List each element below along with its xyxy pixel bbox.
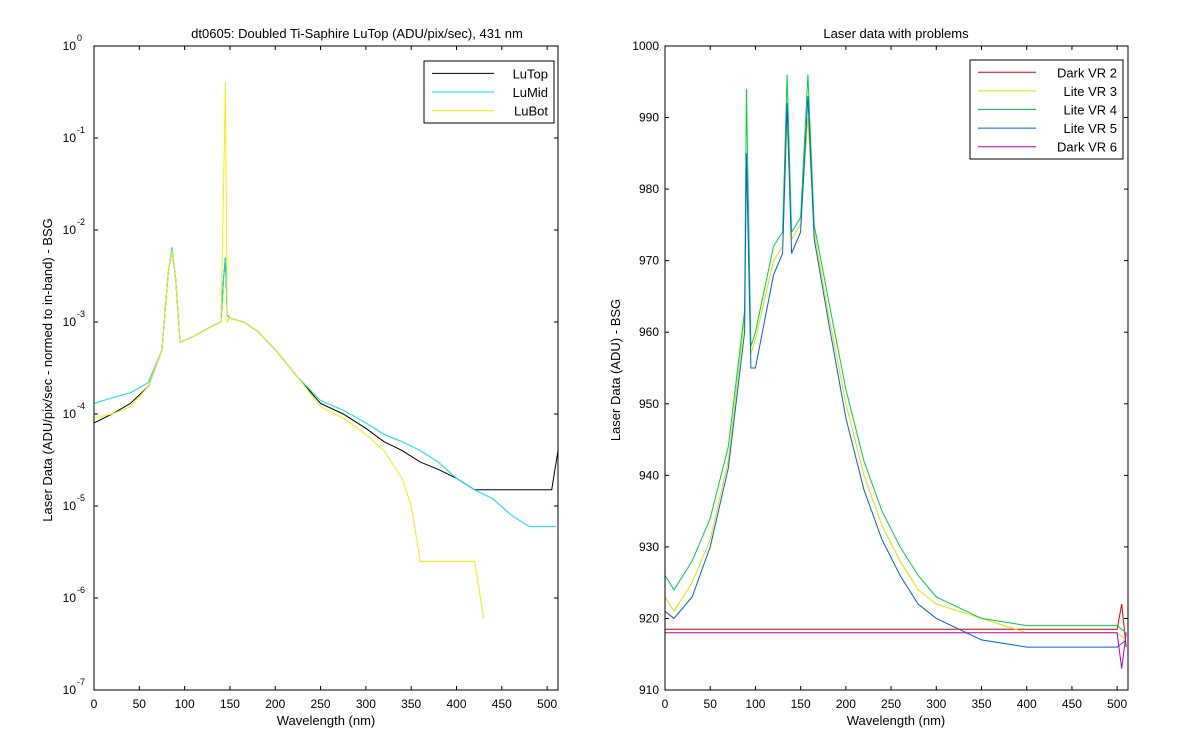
- chart-left-xtick-label: 200: [265, 697, 285, 711]
- chart-right-xtick-label: 50: [704, 697, 718, 711]
- chart-left-ytick-label-base: 10: [63, 39, 77, 53]
- chart-left-xlabel: Wavelength (nm): [277, 713, 376, 728]
- chart-right-ytick-label: 940: [639, 468, 659, 482]
- chart-left-xtick-label: 0: [91, 697, 98, 711]
- chart-right-legend-item: Lite VR 4: [978, 103, 1117, 118]
- chart-left-ylabel: Laser Data (ADU/pix/sec - normed to in-b…: [40, 218, 55, 521]
- chart-left-ytick-label: 10-7: [63, 677, 85, 697]
- chart-right-xtick-label: 0: [662, 697, 669, 711]
- chart-right-legend-label: Lite VR 5: [1064, 121, 1117, 136]
- chart-right-legend-label: Lite VR 3: [1064, 84, 1117, 99]
- chart-right-ytick-label: 910: [639, 683, 659, 697]
- chart-left-legend-item: LuBot: [432, 104, 548, 119]
- chart-right-ytick-label: 950: [639, 397, 659, 411]
- chart-left-xtick-label: 350: [401, 697, 421, 711]
- chart-left-plot-frame: [93, 45, 559, 691]
- chart-left-ytick-label-exp: -2: [77, 217, 85, 227]
- chart-right-series-dark-vr-6: [665, 632, 1127, 669]
- chart-right-legend-label: Dark VR 2: [1057, 65, 1117, 80]
- chart-left-xtick-label: 400: [446, 697, 466, 711]
- chart-left-series-group: [93, 82, 559, 619]
- chart-left-ytick-label-base: 10: [63, 499, 77, 513]
- chart-left-ytick-label: 10-6: [63, 585, 85, 605]
- chart-right-title: Laser data with problems: [823, 26, 969, 41]
- chart-left-ytick-label: 10-3: [63, 309, 85, 329]
- chart-right-series-group: [664, 74, 1127, 669]
- chart-left-xtick-label: 300: [356, 697, 376, 711]
- chart-right-ticks: 0 50 100 150 200 250 300 350 400 450 500 910 920 930 9…: [632, 39, 1128, 711]
- chart-left-ticks: 0 50 100 150 200 250 300 350 400 450 50010010-110-…: [63, 33, 558, 711]
- chart-left-legend-label: LuMid: [513, 85, 548, 100]
- chart-right-legend-label: Dark VR 6: [1057, 140, 1117, 155]
- chart-left-ytick-label-exp: -7: [77, 677, 85, 687]
- chart-right-legend: Dark VR 2 Lite VR 3 Lite VR 4 Lite VR 5 Dark…: [969, 59, 1124, 160]
- chart-left-xtick-label: 150: [220, 697, 240, 711]
- chart-left-ytick-label: 10-4: [63, 401, 85, 421]
- chart-right-series-lite-vr-5: [664, 96, 1127, 648]
- chart-left-ytick-label-base: 10: [63, 591, 77, 605]
- chart-right-ylabel: Laser Data (ADU) - BSG: [608, 299, 623, 441]
- chart-right-xtick-label: 200: [836, 697, 856, 711]
- chart-right-ytick-label: 990: [639, 111, 659, 125]
- chart-left-xtick-label: 250: [311, 697, 331, 711]
- chart-left-legend-item: LuMid: [432, 85, 548, 100]
- chart-left-ytick-label-base: 10: [63, 683, 77, 697]
- chart-left: dt0605: Doubled Ti-Saphire LuTop (ADU/pi…: [40, 26, 559, 728]
- chart-left-ytick-label-exp: 0: [77, 33, 82, 43]
- chart-right-series-lite-vr-4: [664, 74, 1127, 634]
- chart-left-ytick-label-exp: -4: [77, 401, 85, 411]
- chart-right-xtick-label: 250: [881, 697, 901, 711]
- chart-left-legend-label: LuTop: [513, 66, 548, 81]
- chart-left-ytick-label: 10-1: [63, 125, 85, 145]
- chart-right-xtick-label: 100: [745, 697, 765, 711]
- chart-left-xtick-label: 50: [133, 697, 147, 711]
- chart-left-ytick-label-base: 10: [63, 315, 77, 329]
- chart-right-legend-item: Lite VR 5: [978, 121, 1117, 136]
- chart-right-legend-label: Lite VR 4: [1064, 103, 1117, 118]
- chart-left-ytick-label: 10-2: [63, 217, 85, 237]
- chart-right: Laser data with problems Wavelength (nm)…: [608, 26, 1129, 728]
- chart-left-ytick-label-exp: -3: [77, 309, 85, 319]
- chart-right-ytick-label: 960: [639, 325, 659, 339]
- chart-right-ytick-label: 980: [639, 182, 659, 196]
- chart-right-ytick-label: 970: [639, 254, 659, 268]
- chart-left-ytick-label-exp: -6: [77, 585, 85, 595]
- chart-right-legend-item: Dark VR 2: [978, 65, 1117, 80]
- chart-left-xtick-label: 500: [537, 697, 557, 711]
- chart-right-ytick-label: 1000: [632, 39, 659, 53]
- chart-right-xtick-label: 500: [1107, 697, 1127, 711]
- chart-left-ytick-label: 10-5: [63, 493, 85, 513]
- chart-right-ytick-label: 930: [639, 540, 659, 554]
- chart-left-title: dt0605: Doubled Ti-Saphire LuTop (ADU/pi…: [191, 26, 523, 41]
- chart-right-ytick-label: 920: [639, 611, 659, 625]
- chart-left-legend-item: LuTop: [432, 66, 548, 81]
- chart-left-legend-label: LuBot: [514, 104, 548, 119]
- chart-right-legend-item: Lite VR 3: [978, 84, 1117, 99]
- chart-left-series-lubot: [93, 82, 485, 619]
- chart-left-legend: LuTop LuMid LuBot: [423, 60, 555, 124]
- chart-right-series-dark-vr-2: [665, 604, 1127, 648]
- chart-right-xlabel: Wavelength (nm): [847, 713, 946, 728]
- chart-left-ytick-label: 100: [63, 33, 82, 53]
- chart-left-ytick-label-exp: -5: [77, 493, 85, 503]
- chart-right-xtick-label: 400: [1017, 697, 1037, 711]
- chart-right-xtick-label: 150: [791, 697, 811, 711]
- chart-left-ytick-label-base: 10: [63, 131, 77, 145]
- chart-right-xtick-label: 450: [1062, 697, 1082, 711]
- chart-left-ytick-label-base: 10: [63, 407, 77, 421]
- chart-left-xtick-label: 450: [492, 697, 512, 711]
- chart-right-xtick-label: 300: [926, 697, 946, 711]
- chart-right-plot-frame: [664, 45, 1129, 691]
- chart-left-xtick-label: 100: [175, 697, 195, 711]
- chart-right-xtick-label: 350: [971, 697, 991, 711]
- chart-left-ytick-label-base: 10: [63, 223, 77, 237]
- chart-right-legend-item: Dark VR 6: [978, 140, 1117, 155]
- chart-left-ytick-label-exp: -1: [77, 125, 85, 135]
